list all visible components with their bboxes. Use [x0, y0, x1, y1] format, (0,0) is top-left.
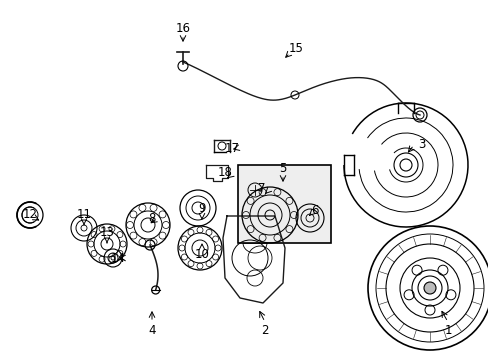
Text: 13: 13 — [100, 226, 114, 239]
Text: 11: 11 — [76, 208, 91, 221]
Text: 5: 5 — [279, 162, 286, 175]
Text: 1: 1 — [443, 324, 451, 337]
Text: 9: 9 — [198, 202, 205, 215]
Text: 8: 8 — [148, 211, 155, 225]
Text: 3: 3 — [417, 139, 425, 152]
Text: 15: 15 — [288, 41, 303, 54]
Text: 18: 18 — [217, 166, 232, 180]
Text: 17: 17 — [224, 141, 239, 154]
Text: 2: 2 — [261, 324, 268, 337]
Text: 6: 6 — [311, 203, 318, 216]
Bar — [238, 165, 330, 243]
Text: 14: 14 — [110, 252, 125, 265]
Text: 10: 10 — [194, 248, 209, 261]
Text: 4: 4 — [148, 324, 156, 337]
Text: 7: 7 — [258, 181, 265, 194]
Circle shape — [423, 282, 435, 294]
Text: 16: 16 — [175, 22, 190, 35]
Text: 12: 12 — [22, 208, 38, 221]
